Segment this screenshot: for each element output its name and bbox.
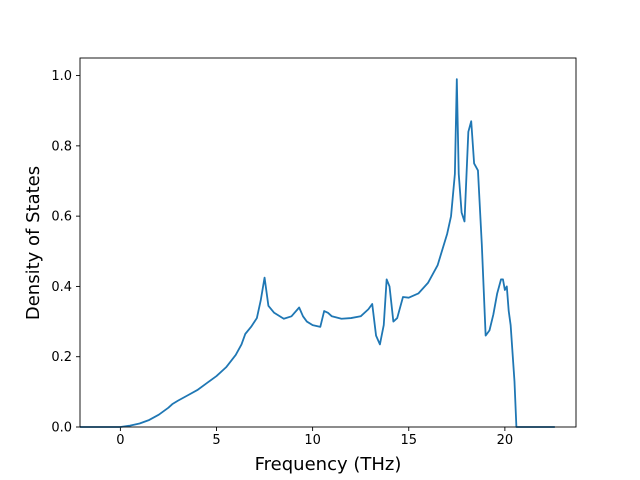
ticks-layer: 0 5 10 15 20 0.0 0.2 0.4 0.6 0.8 1.0 — [51, 69, 513, 448]
y-tick-label: 0.4 — [51, 280, 72, 295]
plot-area-frame — [79, 57, 577, 428]
x-tick-label: 5 — [212, 433, 220, 448]
x-tick-label: 0 — [116, 433, 124, 448]
x-tick-label: 15 — [400, 433, 417, 448]
y-tick-label: 0.0 — [51, 421, 72, 436]
y-tick-label: 0.6 — [51, 210, 72, 225]
y-axis-title: Density of States — [23, 166, 44, 320]
x-axis-title: Frequency (THz) — [255, 454, 402, 475]
y-tick-label: 0.2 — [51, 350, 72, 365]
y-tick-label: 0.8 — [51, 139, 72, 154]
dos-series-line — [80, 78, 555, 428]
x-tick-label: 20 — [497, 433, 514, 448]
y-tick-label: 1.0 — [51, 69, 72, 84]
x-tick-label: 10 — [304, 433, 321, 448]
